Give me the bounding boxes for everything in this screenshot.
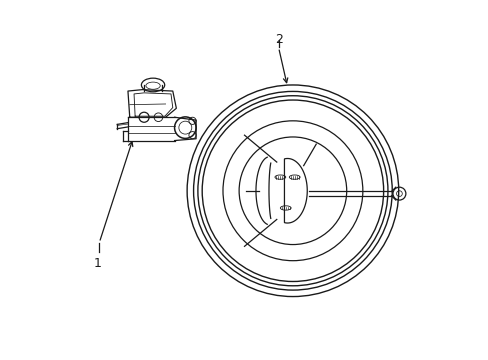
Text: 1: 1 [93,257,101,270]
Text: 2: 2 [274,33,282,46]
